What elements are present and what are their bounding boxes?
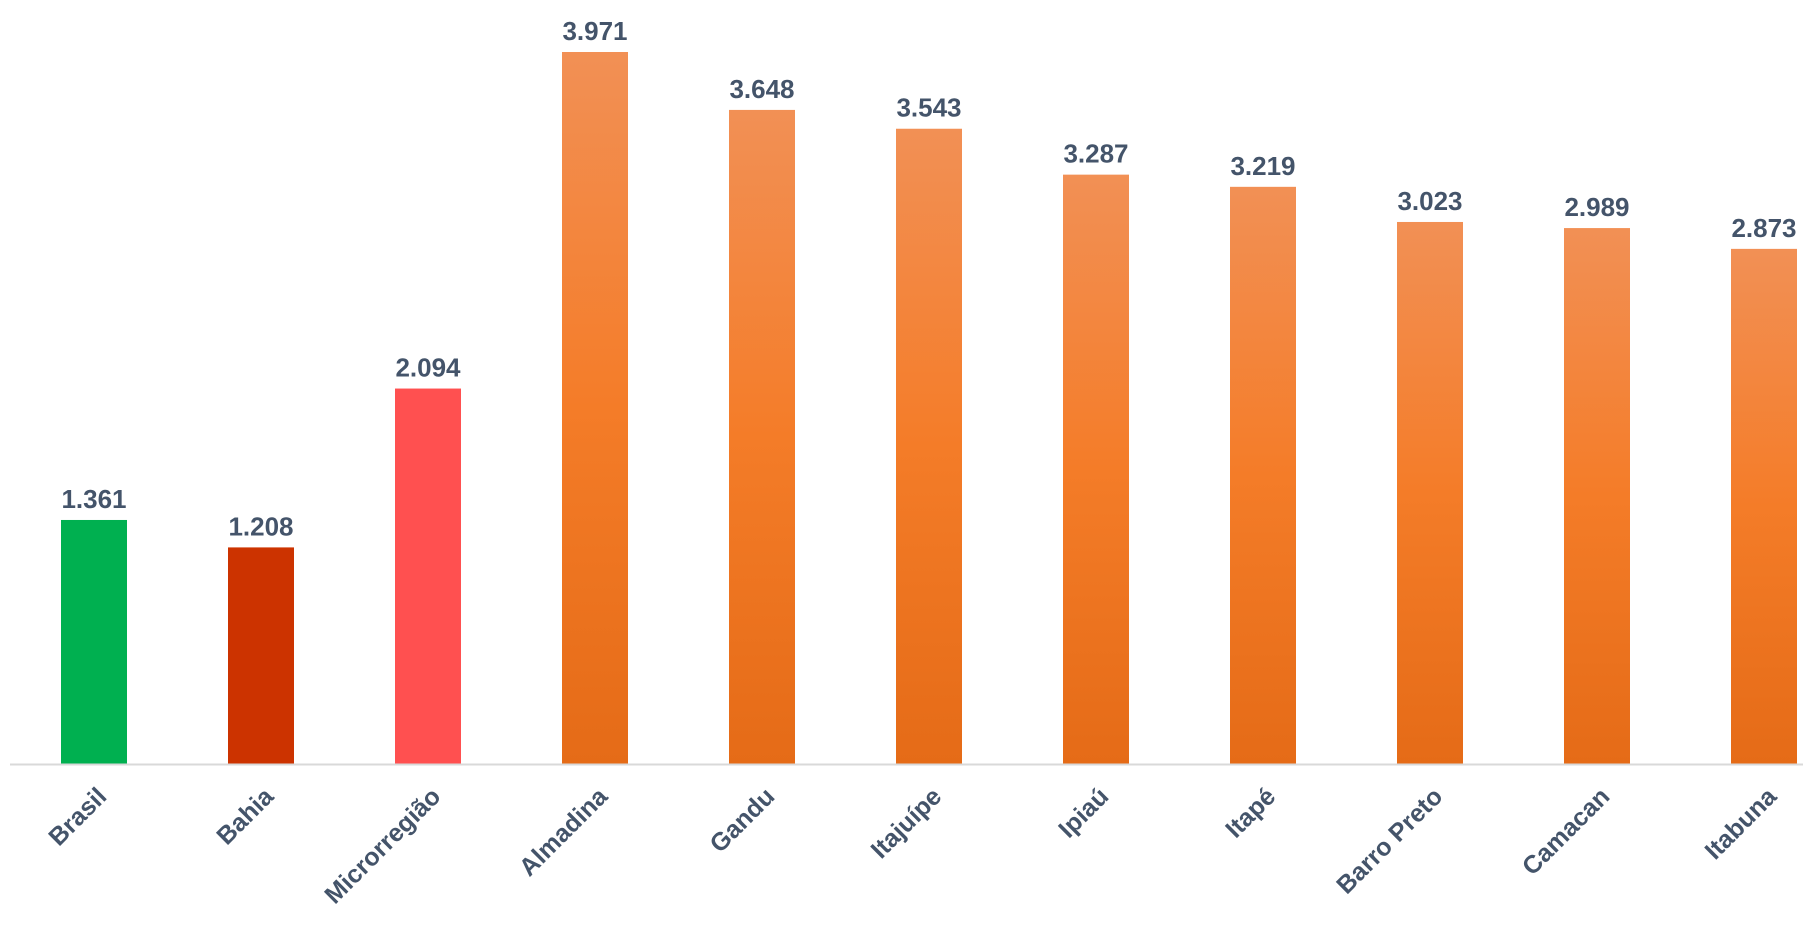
bar-camacan — [1564, 228, 1630, 765]
tick-label-almadina: Almadina — [514, 782, 614, 882]
tick-label-itajuipe: Itajuípe — [866, 782, 948, 864]
value-label-itajuipe: 3.543 — [896, 93, 961, 123]
value-label-bahia: 1.208 — [228, 511, 293, 541]
value-label-gandu: 3.648 — [729, 74, 794, 104]
value-labels-layer: 1.361 1.208 2.094 3.971 3.648 3.543 3.287 3.219… — [61, 16, 1796, 541]
bars-layer — [61, 52, 1797, 765]
bar-gandu — [729, 109, 795, 764]
tick-label-microrregiao: Microrregião — [319, 782, 446, 909]
tick-label-itabuna: Itabuna — [1700, 782, 1783, 865]
tick-labels-layer: Brasil Bahia Microrregião Almadina Gandu Itaj… — [43, 782, 1783, 910]
value-label-itabuna: 2.873 — [1731, 213, 1796, 243]
bar-itape — [1230, 186, 1296, 764]
value-label-itape: 3.219 — [1230, 151, 1295, 181]
value-label-almadina: 3.971 — [562, 16, 627, 46]
tick-label-barro-preto: Barro Preto — [1331, 782, 1448, 899]
value-label-barro-preto: 3.023 — [1397, 186, 1462, 216]
bar-ipiau — [1063, 174, 1129, 765]
value-label-ipiau: 3.287 — [1063, 139, 1128, 169]
tick-label-bahia: Bahia — [211, 782, 280, 851]
bar-itajuipe — [896, 128, 962, 765]
bar-brasil — [61, 519, 127, 764]
tick-label-itape: Itapé — [1220, 782, 1281, 843]
bar-barro-preto — [1397, 221, 1463, 765]
value-label-brasil: 1.361 — [61, 484, 126, 514]
tick-label-ipiau: Ipiaú — [1053, 782, 1114, 843]
bar-bahia — [228, 547, 294, 764]
tick-label-brasil: Brasil — [43, 782, 112, 851]
value-label-microrregiao: 2.094 — [395, 353, 461, 383]
tick-label-gandu: Gandu — [704, 782, 780, 858]
bar-microrregiao — [395, 388, 461, 764]
tick-label-camacan: Camacan — [1517, 782, 1615, 880]
value-label-camacan: 2.989 — [1564, 192, 1629, 222]
bar-itabuna — [1731, 248, 1797, 764]
bar-almadina — [562, 52, 628, 764]
